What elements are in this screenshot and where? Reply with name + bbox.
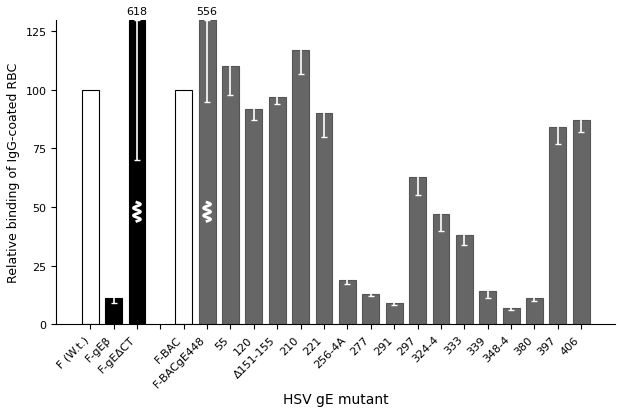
Bar <box>549 128 566 325</box>
X-axis label: HSV gE mutant: HSV gE mutant <box>283 392 389 406</box>
Bar <box>81 91 98 325</box>
Bar <box>315 114 332 325</box>
Bar <box>480 292 496 325</box>
Bar <box>409 177 426 325</box>
Text: 556: 556 <box>197 7 218 17</box>
Bar <box>129 21 146 325</box>
Bar <box>198 21 215 325</box>
Bar <box>573 121 590 325</box>
Bar <box>269 98 285 325</box>
Y-axis label: Relative binding of IgG-coated RBC: Relative binding of IgG-coated RBC <box>7 63 20 282</box>
Bar <box>363 294 379 325</box>
Bar <box>526 299 543 325</box>
Bar <box>105 299 122 325</box>
Bar <box>175 91 192 325</box>
Bar <box>246 109 262 325</box>
Text: 618: 618 <box>126 7 147 17</box>
Bar <box>339 280 356 325</box>
Bar <box>292 51 309 325</box>
Bar <box>222 67 239 325</box>
Bar <box>432 215 449 325</box>
Bar <box>456 236 473 325</box>
Bar <box>503 308 519 325</box>
Bar <box>386 304 402 325</box>
